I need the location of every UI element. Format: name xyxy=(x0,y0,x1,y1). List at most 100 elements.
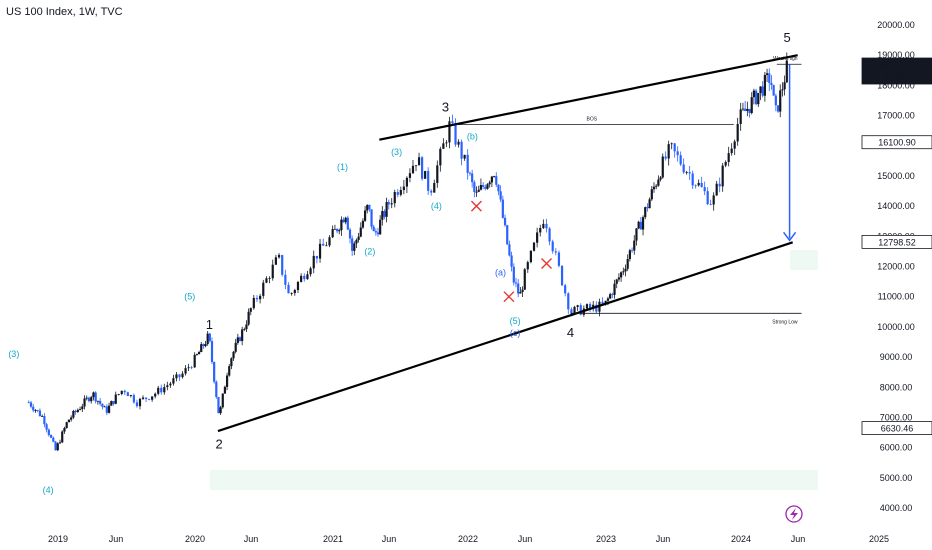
candle-body xyxy=(290,293,293,294)
candle-body xyxy=(523,269,526,290)
candle-body xyxy=(92,392,95,398)
y-tick-label: 5000.00 xyxy=(880,473,913,483)
candle-body xyxy=(112,401,115,404)
candle-body xyxy=(466,154,469,173)
candle-body xyxy=(296,281,300,291)
candle-body xyxy=(259,295,262,300)
candle-body xyxy=(335,228,339,232)
candle-body xyxy=(151,396,154,400)
candle-body xyxy=(195,354,199,356)
candle-body xyxy=(411,165,415,174)
candle-body xyxy=(741,108,745,110)
candle-body xyxy=(204,344,207,347)
candle-body xyxy=(585,304,589,309)
projection-arrowhead xyxy=(782,231,797,242)
y-tick-label: 17000.00 xyxy=(877,111,915,121)
candle-body xyxy=(107,405,111,413)
candle-body xyxy=(414,165,418,167)
x-tick-label: Jun xyxy=(518,534,533,544)
candle-body xyxy=(351,238,354,251)
candle-body xyxy=(359,227,362,237)
wave-label-3: 3 xyxy=(442,100,449,115)
candle-body xyxy=(765,73,769,76)
candle-body xyxy=(402,186,405,191)
y-tick-label: 20000.00 xyxy=(877,20,915,30)
candle-body xyxy=(74,410,77,412)
candle-body xyxy=(67,419,71,423)
candle-body xyxy=(655,185,658,187)
subwave-label: (3) xyxy=(8,349,19,359)
candle-body xyxy=(611,294,614,295)
candle-body xyxy=(238,337,242,342)
candle-body xyxy=(548,228,551,242)
candle-body xyxy=(601,301,604,305)
candle-body xyxy=(363,210,367,221)
trendline-upper[interactable] xyxy=(379,54,798,141)
candle-body xyxy=(576,305,579,307)
wave-label-2: 2 xyxy=(216,437,223,452)
candle-body xyxy=(573,306,576,314)
candle-body xyxy=(772,84,775,96)
candle-body xyxy=(303,275,306,280)
wave-label-4: 4 xyxy=(567,325,574,340)
candle-body xyxy=(210,341,214,363)
candle-body xyxy=(52,437,55,442)
candle-body xyxy=(344,217,347,223)
candle-body xyxy=(309,268,312,275)
candle-body xyxy=(761,86,764,96)
candle-body xyxy=(460,141,463,159)
candle-body xyxy=(206,333,209,345)
candle-body xyxy=(433,182,436,193)
candle-body xyxy=(529,250,532,263)
candle-body xyxy=(379,219,382,235)
candle-body xyxy=(29,402,33,407)
y-tick-label: 12000.00 xyxy=(877,262,915,272)
candle-body xyxy=(673,143,676,152)
candle-body xyxy=(637,221,640,229)
candle-body xyxy=(488,182,491,185)
candle-body xyxy=(306,274,309,280)
candle-body xyxy=(399,190,402,195)
x-tick-label: 2021 xyxy=(323,534,343,544)
candle-body xyxy=(475,191,478,193)
candle-body xyxy=(519,291,522,294)
candle-body xyxy=(252,297,255,309)
candle-body xyxy=(36,410,39,411)
candle-body xyxy=(473,182,476,193)
candle-body xyxy=(228,366,231,376)
candle-body xyxy=(730,148,733,154)
candle-body xyxy=(47,429,50,436)
candle-body xyxy=(197,352,201,355)
candle-body xyxy=(744,108,747,112)
candle-body xyxy=(249,308,252,312)
candle-body xyxy=(157,387,160,394)
candle-body xyxy=(648,199,651,209)
trendline-lower[interactable] xyxy=(217,241,794,433)
candle-body xyxy=(368,204,371,210)
candle-body xyxy=(370,209,373,227)
candle-body xyxy=(331,229,334,238)
candle-body xyxy=(644,207,647,218)
candle-body xyxy=(342,219,345,223)
candle-body xyxy=(123,390,126,393)
candle-body xyxy=(172,378,175,384)
lightning-icon[interactable] xyxy=(785,505,803,523)
candle-body xyxy=(169,383,172,386)
candle-body xyxy=(442,143,445,149)
candle-body xyxy=(781,89,784,91)
candle-body xyxy=(293,290,296,294)
subwave-label: (5) xyxy=(184,292,195,302)
candle-body xyxy=(315,255,318,259)
candle-body xyxy=(255,297,259,300)
candle-body xyxy=(703,187,706,192)
candle-body xyxy=(624,268,627,272)
candle-body xyxy=(277,255,281,258)
chart-title: US 100 Index, 1W, TVC xyxy=(6,6,123,18)
candle-body xyxy=(387,202,390,205)
candle-body xyxy=(58,442,62,444)
candle-body xyxy=(517,283,520,294)
candle-body xyxy=(232,351,235,359)
wave-label-5: 5 xyxy=(783,30,790,45)
price-tag xyxy=(861,234,932,249)
